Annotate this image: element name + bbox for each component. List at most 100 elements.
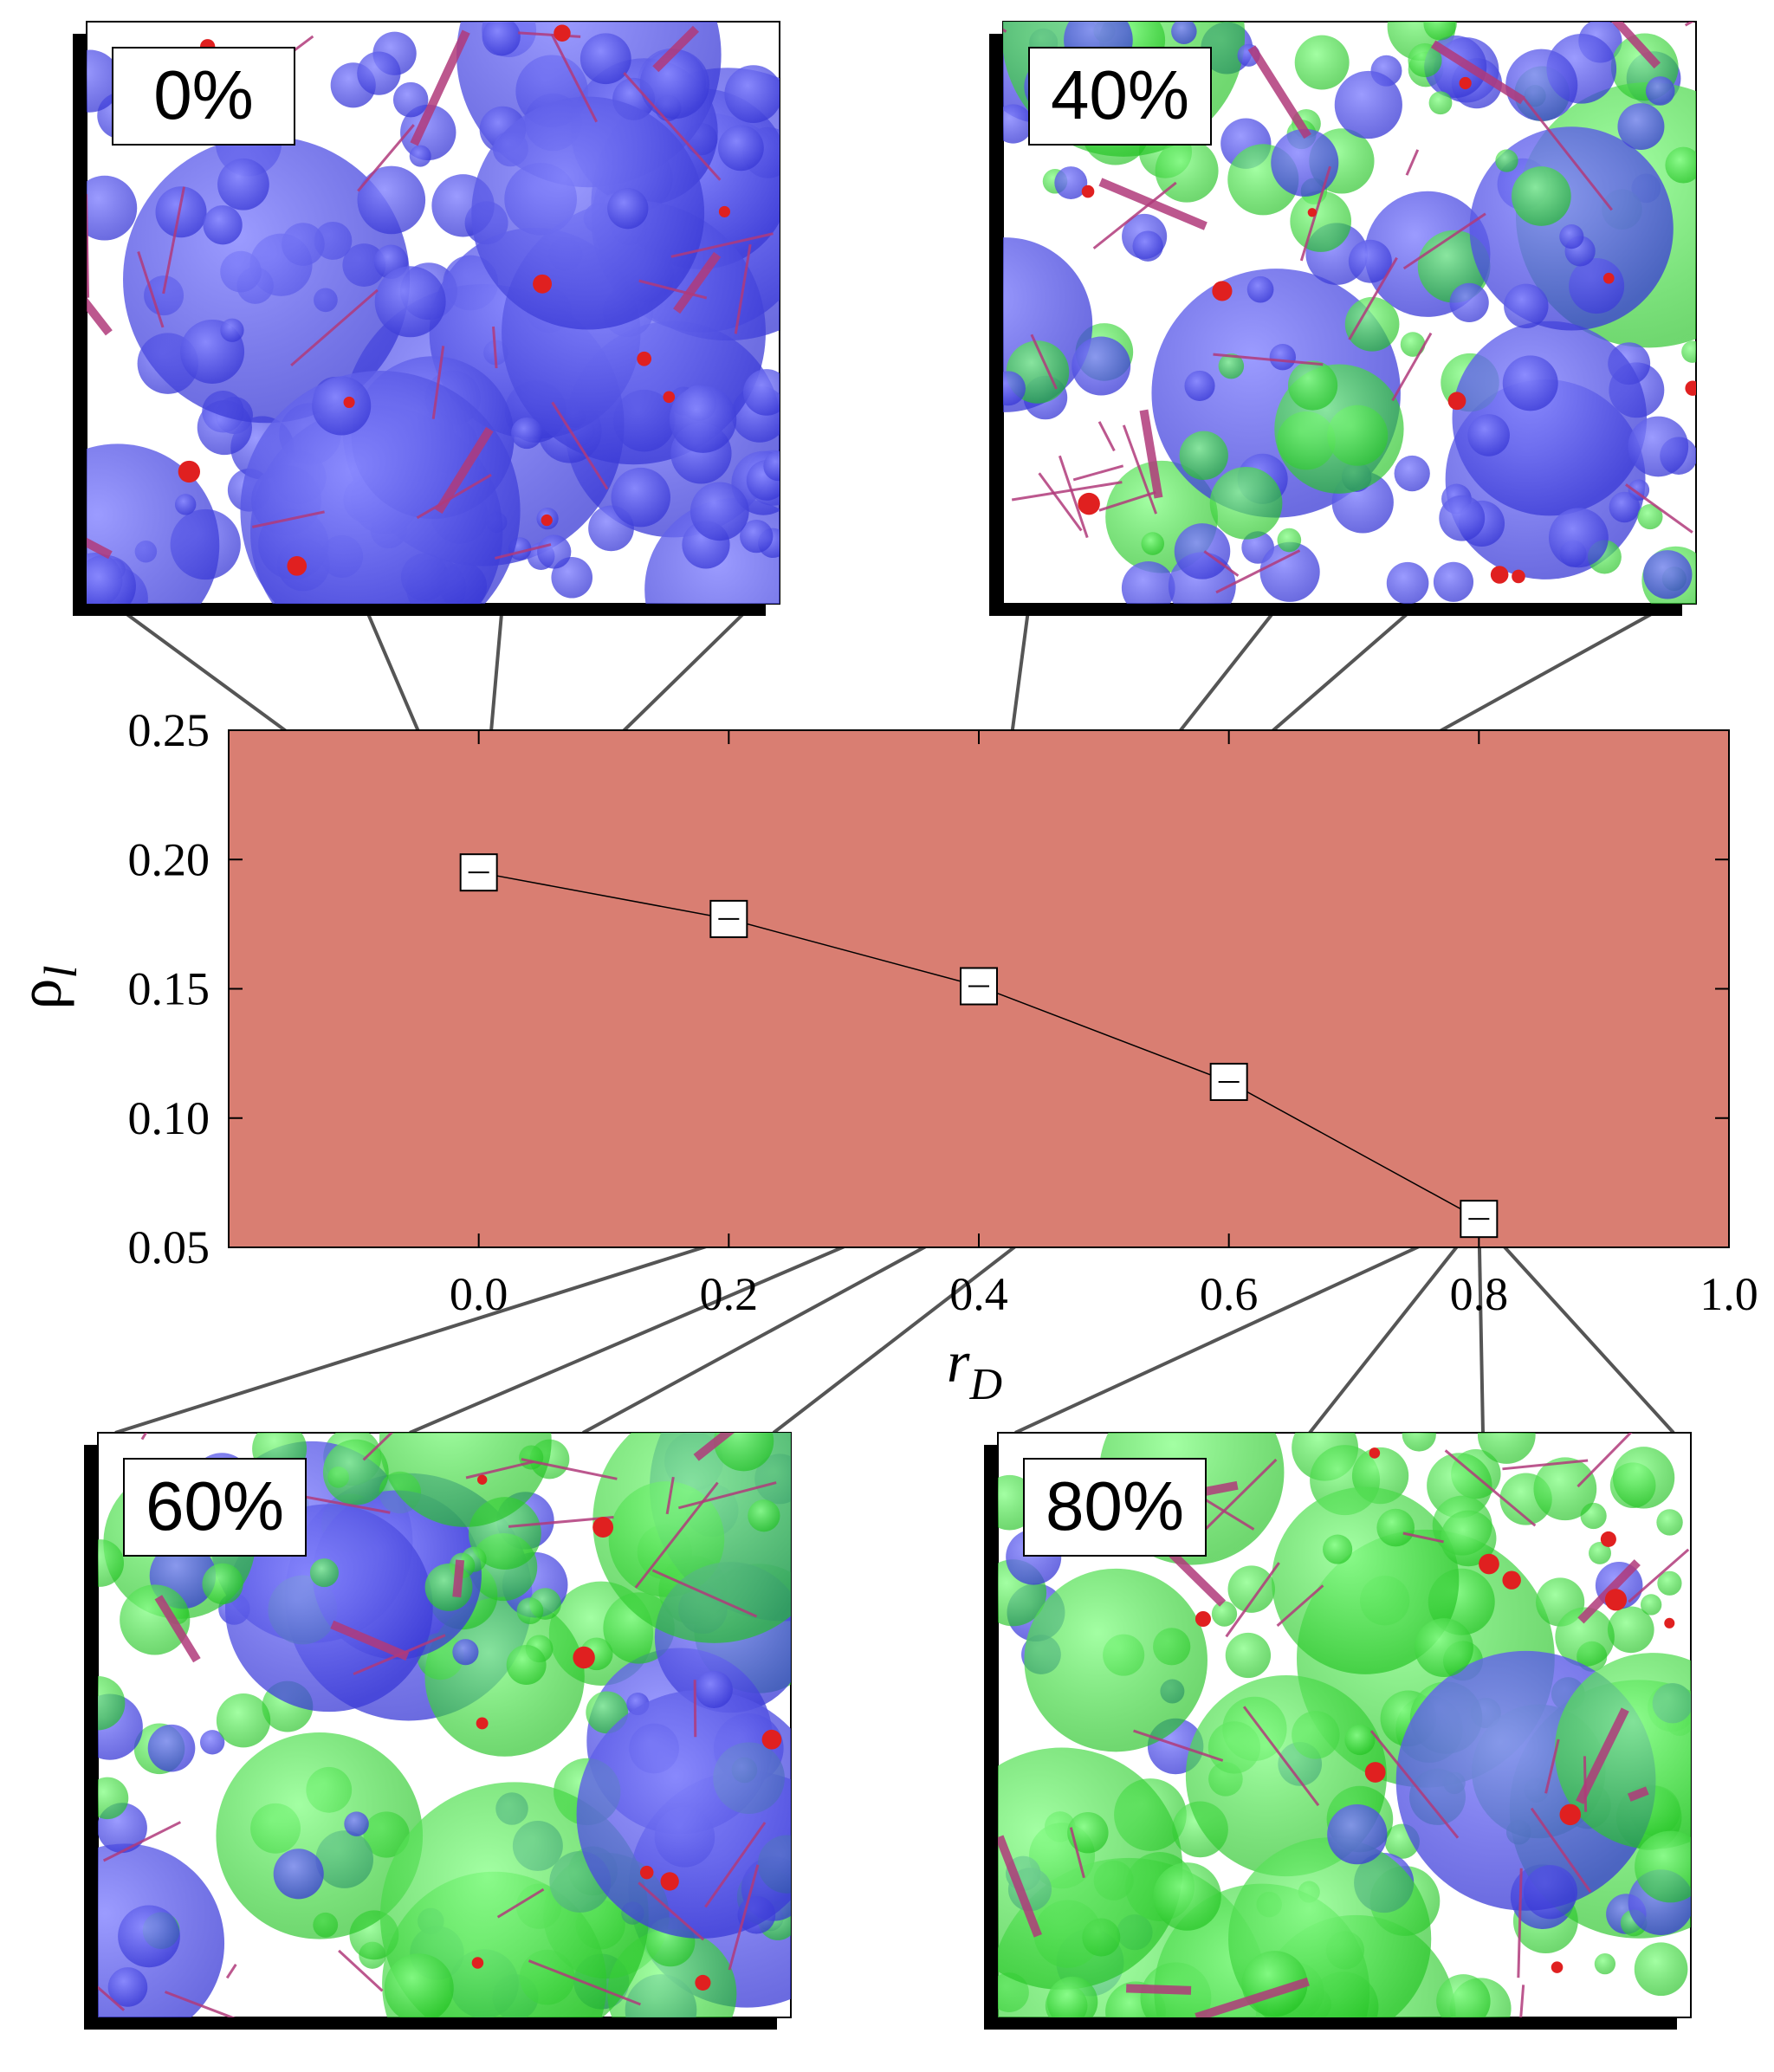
blue-bead	[374, 266, 446, 338]
blue-bead	[1548, 508, 1609, 568]
bond	[140, 1433, 148, 1441]
green-bead	[1477, 1433, 1536, 1464]
blue-bead	[1559, 224, 1584, 249]
green-bead	[1512, 166, 1571, 226]
blue-bead	[471, 96, 705, 330]
blue-bead	[1171, 22, 1197, 44]
green-bead	[1656, 1509, 1683, 1536]
blue-bead	[1072, 336, 1131, 396]
bond	[1030, 333, 1058, 390]
green-bead	[1402, 1433, 1436, 1452]
blue-bead	[1439, 495, 1486, 541]
x-tick-label: 0.0	[450, 1268, 508, 1320]
bond	[1242, 1706, 1320, 1807]
green-bead	[1640, 1594, 1662, 1616]
red-atom	[573, 1646, 595, 1669]
red-atom	[287, 556, 308, 576]
green-bead	[1046, 1976, 1098, 2017]
bond	[1225, 1562, 1280, 1638]
inset-panel: 80%	[984, 1432, 1692, 2030]
blue-bead	[344, 1811, 369, 1836]
green-bead	[713, 1433, 774, 1472]
red-atom	[1602, 272, 1615, 284]
green-bead	[322, 1439, 389, 1505]
bond	[465, 1460, 534, 1480]
inset-label-box	[123, 1458, 307, 1557]
green-bead	[1227, 1565, 1276, 1613]
green-bead	[506, 1645, 547, 1685]
red-atom	[718, 205, 730, 217]
blue-bead	[1449, 282, 1489, 322]
inset-label: 40%	[1051, 56, 1189, 133]
x-tick-labels: 0.0 0.2 0.4 0.6 0.8 1.0	[450, 1268, 1758, 1320]
blue-bead	[743, 369, 780, 416]
blue-bead	[695, 1670, 733, 1709]
blue-bead	[1003, 104, 1033, 144]
red-atom	[663, 391, 676, 404]
red-atom	[541, 514, 553, 527]
connector-line	[1477, 1219, 1485, 1434]
blue-bead	[118, 1905, 180, 1968]
bond	[1213, 353, 1324, 366]
green-bead	[1589, 1541, 1611, 1564]
red-atom	[1512, 569, 1525, 584]
green-bead	[98, 1777, 129, 1820]
red-atom	[471, 1957, 484, 1969]
blue-bead	[240, 371, 521, 604]
bond	[551, 401, 609, 490]
red-atom	[1502, 1570, 1521, 1590]
green-bead	[1495, 149, 1518, 172]
blue-bead	[1054, 166, 1088, 200]
red-atom	[533, 274, 553, 294]
blue-bead	[357, 165, 426, 235]
green-bead	[748, 1499, 780, 1532]
green-bead	[1637, 504, 1663, 530]
blue-bead	[1643, 550, 1693, 599]
green-bead	[379, 1433, 552, 1527]
red-atom	[1078, 492, 1100, 515]
green-bead	[1218, 353, 1245, 379]
green-bead	[1067, 1812, 1109, 1854]
bond	[1195, 1977, 1310, 2017]
green-bead	[1225, 1632, 1272, 1679]
blue-bead	[1184, 370, 1215, 401]
bond	[1203, 550, 1240, 577]
red-atom	[1081, 185, 1095, 198]
x-tick-label: 1.0	[1700, 1268, 1758, 1320]
inset-panel: 40%	[989, 21, 1697, 616]
blue-bead	[1121, 560, 1175, 604]
bond	[1098, 178, 1207, 230]
inset-panel: 0%	[73, 21, 780, 616]
bond	[357, 124, 415, 192]
bond	[492, 326, 498, 369]
bond	[1069, 1827, 1085, 1879]
green-bead	[1635, 1830, 1691, 1903]
bond	[1405, 149, 1420, 176]
bond	[162, 186, 185, 295]
bond	[1003, 28, 1007, 33]
red-atom	[1604, 1589, 1628, 1611]
blue-bead	[639, 49, 709, 120]
blue-bead	[482, 22, 521, 56]
bond	[1444, 1449, 1537, 1527]
red-atom	[592, 1517, 614, 1538]
red-atom	[1369, 1447, 1381, 1459]
bond	[1517, 1868, 1523, 1978]
blue-bead	[1504, 283, 1549, 328]
data-series	[459, 853, 1499, 1239]
blue-bead	[690, 482, 749, 541]
inset-label-box	[1028, 47, 1212, 146]
red-atom	[1664, 1617, 1675, 1628]
red-atom	[660, 1872, 679, 1891]
inset-panel: 60%	[84, 1432, 792, 2030]
bond	[670, 232, 774, 258]
blue-bead	[1259, 541, 1320, 602]
x-axis-label-base: r	[947, 1329, 970, 1395]
red-atom	[1551, 1961, 1564, 1973]
green-bead	[216, 1732, 424, 1939]
blue-bead	[357, 51, 401, 95]
blue-bead	[1394, 455, 1430, 492]
blue-bead	[147, 1724, 196, 1772]
blue-bead	[724, 65, 780, 123]
bond	[518, 31, 581, 38]
